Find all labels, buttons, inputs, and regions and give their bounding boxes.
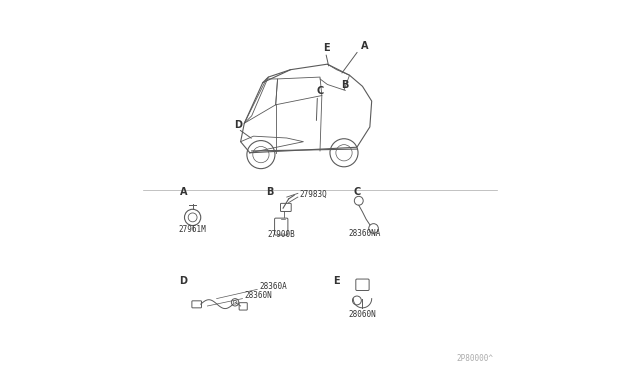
Text: A: A (180, 187, 187, 197)
Text: D: D (179, 276, 188, 286)
Text: 27983Q: 27983Q (300, 190, 328, 199)
Text: 28060N: 28060N (349, 310, 376, 319)
Text: 28360NA: 28360NA (348, 229, 381, 238)
Text: E: E (333, 276, 340, 286)
Text: 27961M: 27961M (179, 225, 207, 234)
Text: A: A (362, 41, 369, 51)
Text: B: B (266, 187, 274, 197)
Text: 28360A: 28360A (259, 282, 287, 291)
Text: D: D (234, 120, 243, 130)
Text: 2P80000^: 2P80000^ (456, 354, 493, 363)
Text: E: E (323, 43, 330, 53)
Text: B: B (341, 80, 349, 90)
Text: 27900B: 27900B (268, 230, 295, 238)
Text: 28360N: 28360N (244, 291, 272, 300)
Text: C: C (353, 187, 360, 197)
Text: C: C (316, 86, 324, 96)
